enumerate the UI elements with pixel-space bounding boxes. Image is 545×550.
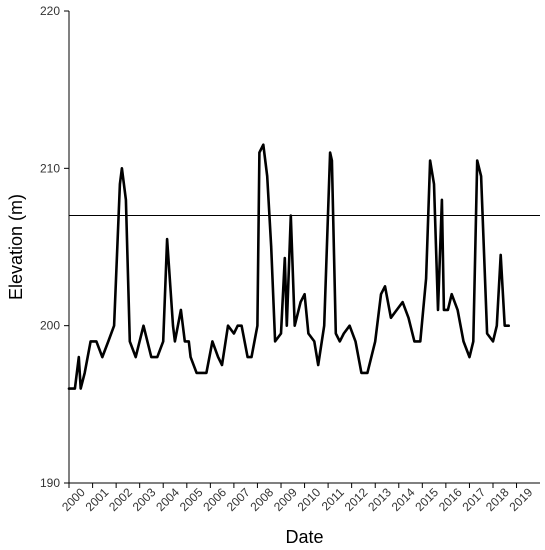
x-tick-labels: 2000200120022003200420052006200720082009…	[59, 485, 535, 514]
x-tick-label: 2018	[483, 485, 512, 514]
y-axis-title: Elevation (m)	[6, 194, 26, 300]
x-tick-label: 2001	[83, 485, 112, 514]
x-tick-label: 2008	[248, 485, 277, 514]
x-tick-label: 2004	[153, 485, 182, 514]
y-tick-label: 190	[40, 476, 60, 490]
x-tick-label: 2013	[365, 485, 394, 514]
x-tick-label: 2010	[295, 485, 324, 514]
y-tick-label: 220	[40, 4, 60, 18]
x-tick-label: 2012	[342, 485, 371, 514]
x-tick-label: 2006	[200, 485, 229, 514]
y-tick-label: 200	[40, 319, 60, 333]
x-tick-label: 2019	[507, 485, 536, 514]
x-tick-label: 2009	[271, 485, 300, 514]
x-tick-label: 2011	[319, 485, 347, 513]
x-tick-label: 2014	[389, 485, 418, 514]
x-tick-label: 2007	[224, 485, 253, 514]
x-tick-label: 2005	[177, 485, 206, 514]
x-tick-label: 2000	[59, 485, 88, 514]
axes	[64, 10, 540, 488]
x-tick-label: 2002	[106, 485, 135, 514]
elevation-series-line	[67, 143, 511, 390]
y-tick-labels: 190 200 210 220	[40, 4, 60, 490]
series-group	[67, 143, 540, 390]
y-tick-label: 210	[40, 161, 60, 175]
x-axis-title: Date	[285, 527, 323, 547]
x-tick-label: 2003	[130, 485, 159, 514]
x-tick-label: 2016	[436, 485, 465, 514]
x-tick-label: 2017	[459, 485, 488, 514]
x-tick-label: 2015	[412, 485, 441, 514]
